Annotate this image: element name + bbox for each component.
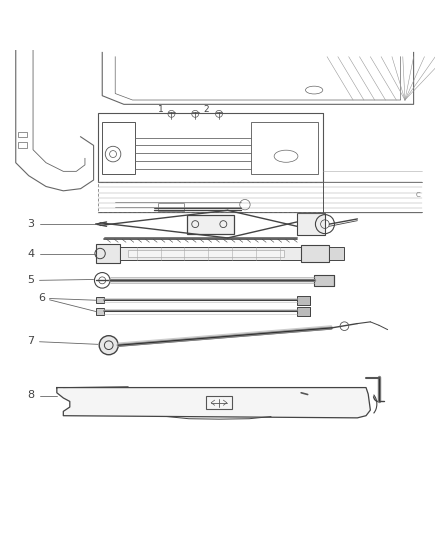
Bar: [297, 296, 310, 304]
Bar: [98, 113, 323, 182]
Bar: [159, 204, 184, 211]
Circle shape: [99, 336, 118, 355]
Bar: [120, 247, 301, 260]
Bar: [297, 307, 310, 316]
Text: 8: 8: [27, 390, 35, 400]
Bar: [187, 215, 234, 233]
Text: 7: 7: [27, 336, 35, 346]
Bar: [251, 122, 318, 174]
Bar: [128, 249, 284, 257]
Text: 4: 4: [27, 248, 35, 259]
Text: 5: 5: [28, 276, 35, 285]
Bar: [18, 142, 28, 148]
Text: 3: 3: [28, 219, 35, 229]
Bar: [329, 247, 344, 261]
Bar: [96, 309, 103, 314]
Polygon shape: [57, 387, 371, 418]
Bar: [206, 396, 232, 409]
Bar: [297, 213, 325, 235]
Bar: [314, 275, 334, 286]
Text: 6: 6: [38, 293, 45, 303]
Text: C: C: [416, 192, 420, 198]
Bar: [96, 297, 103, 303]
Bar: [18, 132, 28, 137]
Bar: [102, 122, 134, 174]
Text: 1: 1: [158, 106, 163, 115]
Bar: [96, 244, 120, 263]
Bar: [301, 245, 329, 262]
Text: 2: 2: [203, 106, 209, 115]
